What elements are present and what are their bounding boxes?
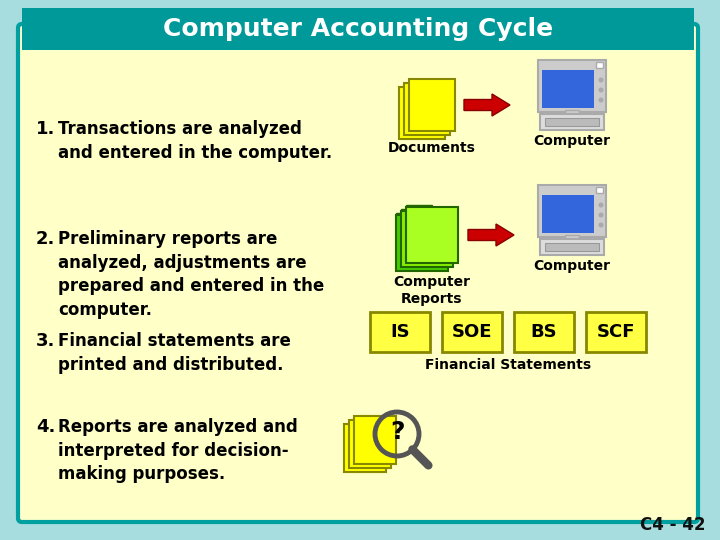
Bar <box>354 416 396 464</box>
Text: C4 - 42: C4 - 42 <box>641 516 706 534</box>
Bar <box>396 215 448 271</box>
Bar <box>401 209 427 217</box>
Bar <box>586 312 646 352</box>
Text: Financial statements are
printed and distributed.: Financial statements are printed and dis… <box>58 332 291 374</box>
Bar <box>370 312 430 352</box>
Bar <box>596 187 603 193</box>
Bar <box>545 118 599 126</box>
Bar <box>442 312 502 352</box>
Text: 2.: 2. <box>36 230 55 248</box>
Circle shape <box>598 87 603 92</box>
Text: Transactions are analyzed
and entered in the computer.: Transactions are analyzed and entered in… <box>58 120 332 161</box>
Bar <box>404 83 450 135</box>
Text: 4.: 4. <box>36 418 55 436</box>
Circle shape <box>598 202 603 207</box>
Circle shape <box>598 222 603 227</box>
Text: 3.: 3. <box>36 332 55 350</box>
Circle shape <box>598 213 603 218</box>
Text: 1.: 1. <box>36 120 55 138</box>
FancyBboxPatch shape <box>22 8 694 50</box>
Text: SOE: SOE <box>451 323 492 341</box>
Text: ?: ? <box>390 420 404 444</box>
Polygon shape <box>464 94 510 116</box>
Bar <box>538 185 606 237</box>
Text: Documents: Documents <box>388 141 476 155</box>
Bar <box>514 312 574 352</box>
Text: Computer
Reports: Computer Reports <box>394 275 470 306</box>
Bar <box>401 211 453 267</box>
Bar <box>349 420 391 468</box>
Text: BS: BS <box>531 323 557 341</box>
Circle shape <box>598 98 603 103</box>
Text: Financial Statements: Financial Statements <box>425 358 591 372</box>
Text: SCF: SCF <box>597 323 635 341</box>
Bar <box>542 70 594 108</box>
Bar <box>406 207 458 263</box>
Bar <box>399 87 445 139</box>
Bar <box>396 213 422 221</box>
Bar <box>596 62 603 68</box>
Bar <box>540 114 604 130</box>
Bar <box>565 110 579 116</box>
Text: Reports are analyzed and
interpreted for decision-
making purposes.: Reports are analyzed and interpreted for… <box>58 418 298 483</box>
Bar <box>344 424 386 472</box>
Text: Computer: Computer <box>534 134 611 148</box>
FancyBboxPatch shape <box>18 24 698 522</box>
Text: Computer Accounting Cycle: Computer Accounting Cycle <box>163 17 553 41</box>
Text: Preliminary reports are
analyzed, adjustments are
prepared and entered in the
co: Preliminary reports are analyzed, adjust… <box>58 230 324 319</box>
Bar <box>540 239 604 255</box>
Text: Computer: Computer <box>534 259 611 273</box>
Polygon shape <box>468 224 514 246</box>
Bar <box>565 235 579 241</box>
Bar <box>409 79 455 131</box>
Bar <box>406 205 432 213</box>
Bar <box>545 243 599 251</box>
Bar <box>538 60 606 112</box>
Circle shape <box>598 78 603 83</box>
Text: IS: IS <box>390 323 410 341</box>
Bar <box>542 195 594 233</box>
